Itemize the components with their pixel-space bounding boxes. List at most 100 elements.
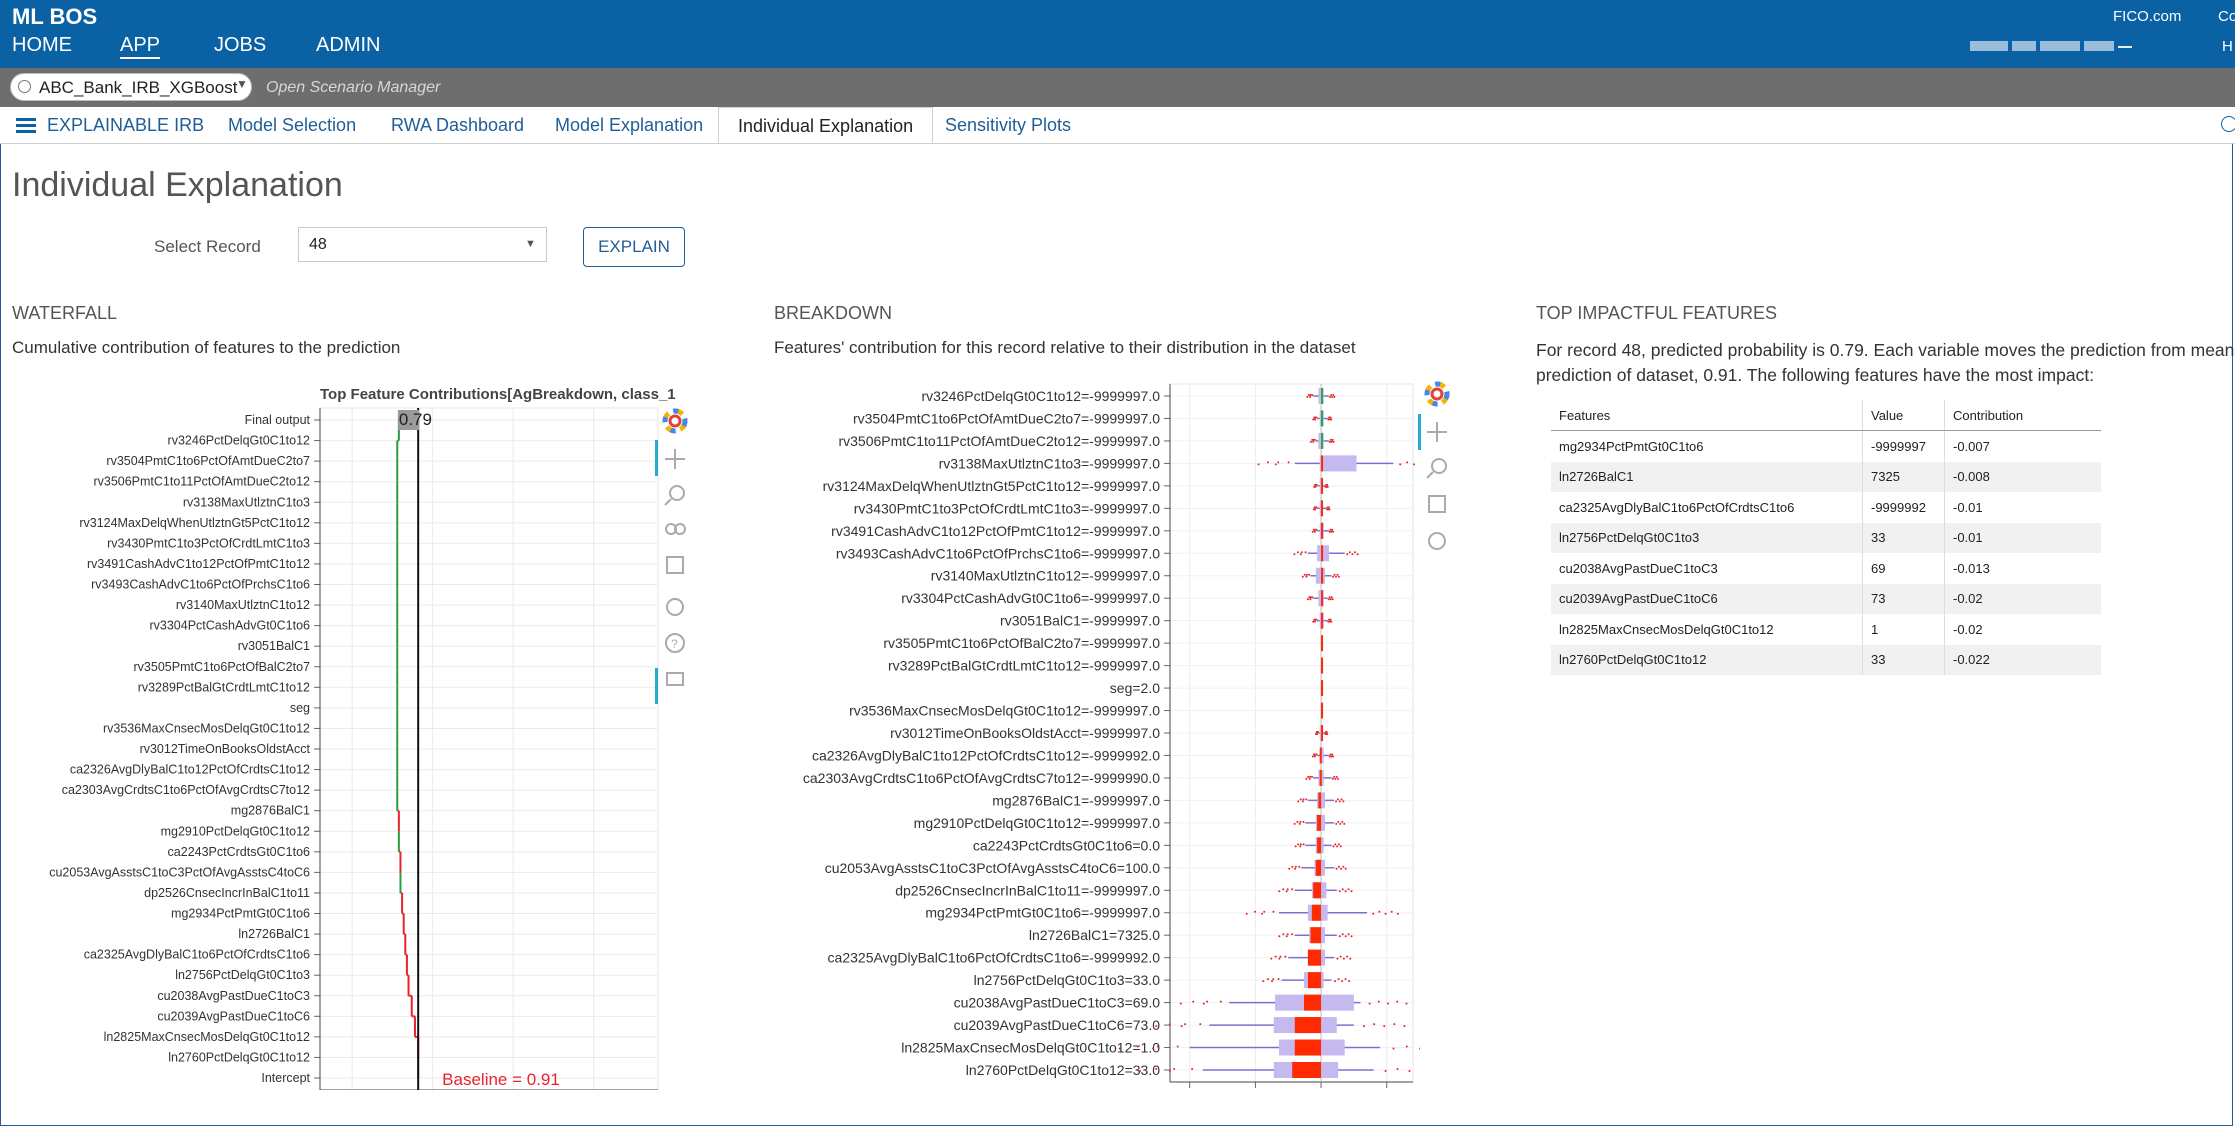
tab-model-explanation[interactable]: Model Explanation: [555, 115, 704, 135]
outlier-point: [1341, 933, 1344, 936]
outlier-point: [1298, 822, 1301, 825]
outlier-point: [1179, 1002, 1182, 1005]
outlier-point: [1314, 508, 1317, 511]
hamburger-menu-icon[interactable]: [16, 118, 36, 133]
help-icon[interactable]: ?: [665, 633, 685, 653]
record-contribution-bar: [1321, 725, 1324, 741]
cell-feature: mg2934PctPmtGt0C1to6: [1551, 430, 1863, 462]
user-menu[interactable]: [1970, 38, 2190, 54]
outlier-point: [1294, 845, 1297, 848]
outlier-point: [1329, 753, 1332, 756]
outlier-point: [1312, 418, 1315, 421]
nav-home[interactable]: HOME: [12, 34, 72, 56]
outlier-point: [1313, 483, 1316, 486]
outlier-point: [1261, 912, 1264, 915]
select-record-value: 48: [309, 236, 327, 253]
cell-contribution: -0.01: [1944, 492, 2101, 523]
y-tick-label: rv3140MaxUtlztnC1to12=-9999997.0: [931, 568, 1160, 584]
bokeh-logo-icon[interactable]: [662, 408, 688, 434]
cell-value: -9999992: [1862, 492, 1945, 523]
tab-sensitivity-plots[interactable]: Sensitivity Plots: [945, 115, 1072, 135]
outlier-point: [1304, 551, 1307, 554]
info-icon[interactable]: [2221, 116, 2235, 132]
outlier-point: [1377, 1000, 1380, 1003]
box-zoom-icon[interactable]: [1426, 458, 1447, 479]
y-tick-label: mg2876BalC1=-9999997.0: [992, 792, 1160, 808]
outlier-point: [1314, 620, 1317, 623]
outlier-point: [1309, 598, 1312, 601]
nav-jobs[interactable]: JOBS: [214, 34, 267, 56]
distribution-box: [1319, 455, 1357, 472]
tab-individual-explanation[interactable]: Individual Explanation: [718, 107, 934, 143]
save-icon[interactable]: [666, 556, 684, 574]
outlier-point: [1309, 394, 1312, 396]
hover-icon[interactable]: [666, 672, 684, 686]
y-tick-label: ln2756PctDelqGt0C1to3: [175, 968, 310, 982]
outlier-point: [1307, 394, 1310, 396]
fico-link[interactable]: FICO.com: [2113, 8, 2182, 25]
select-record-dropdown[interactable]: 48 ▼: [298, 227, 547, 262]
y-tick-label: cu2039AvgPastDueC1toC6: [157, 1009, 310, 1023]
y-tick-label: ca2326AvgDlyBalC1to12PctOfCrdtsC1to12: [70, 763, 310, 777]
y-tick-label: rv3051BalC1=-9999997.0: [1000, 613, 1160, 629]
outlier-point: [1313, 506, 1316, 509]
outlier-point: [1332, 755, 1335, 758]
help-link[interactable]: H: [2222, 38, 2233, 55]
outlier-point: [1312, 620, 1315, 623]
outlier-point: [1328, 440, 1331, 443]
open-scenario-manager-link[interactable]: Open Scenario Manager: [266, 79, 441, 96]
outlier-point: [1297, 800, 1300, 803]
outlier-point: [1328, 508, 1331, 511]
outlier-point: [1399, 463, 1402, 466]
y-tick-label: rv3506PmtC1to11PctOfAmtDueC2to12: [93, 475, 310, 489]
outlier-point: [1288, 867, 1291, 870]
explain-button[interactable]: EXPLAIN: [583, 227, 685, 267]
outlier-point: [1341, 820, 1344, 823]
save-icon[interactable]: [1428, 495, 1446, 513]
distribution-box: [1318, 388, 1324, 404]
reset-icon[interactable]: [1428, 532, 1446, 550]
outlier-point: [1331, 598, 1334, 601]
distribution-box: [1318, 590, 1324, 607]
bokeh-logo-icon[interactable]: [1424, 381, 1450, 407]
outlier-point: [1329, 618, 1332, 621]
outlier-point: [1332, 530, 1335, 533]
wheel-zoom-icon[interactable]: [665, 523, 686, 535]
outlier-point: [1329, 598, 1332, 601]
pan-icon[interactable]: [665, 449, 685, 469]
breakdown-toolbar: [1418, 381, 1450, 550]
outlier-point: [1312, 753, 1315, 756]
co-link[interactable]: Co: [2218, 8, 2235, 25]
outlier-point: [1405, 1002, 1408, 1005]
nav-admin[interactable]: ADMIN: [316, 34, 381, 56]
cell-contribution: -0.022: [1944, 644, 2101, 675]
tab-rwa-dashboard[interactable]: RWA Dashboard: [391, 115, 525, 135]
scenario-selector[interactable]: ABC_Bank_IRB_XGBoost ▼: [10, 73, 252, 101]
tab-explainable-irb[interactable]: EXPLAINABLE IRB: [47, 115, 205, 135]
outlier-point: [1329, 416, 1332, 419]
record-contribution-bar: [1321, 702, 1324, 719]
cell-value: 73: [1862, 583, 1945, 614]
pan-icon[interactable]: [1427, 422, 1447, 442]
tab-model-selection[interactable]: Model Selection: [228, 115, 357, 135]
outlier-point: [1363, 1025, 1366, 1028]
cell-feature: ln2825MaxCnsecMosDelqGt0C1to12: [1551, 614, 1863, 645]
outlier-point: [1136, 1045, 1139, 1048]
outlier-point: [1315, 733, 1318, 735]
outlier-point: [1393, 1023, 1396, 1026]
box-zoom-icon[interactable]: [664, 485, 685, 506]
outlier-point: [1293, 553, 1296, 556]
outlier-point: [1330, 530, 1333, 533]
y-tick-label: rv3491CashAdvC1to12PctOfPmtC1to12: [87, 557, 310, 571]
outlier-point: [1335, 867, 1338, 870]
nav-app[interactable]: APP: [120, 34, 161, 56]
table-row: ln2760PctDelqGt0C1to12 33 -0.022: [1551, 644, 2101, 675]
outlier-point: [1313, 416, 1316, 419]
y-tick-label: ln2825MaxCnsecMosDelqGt0C1to12: [104, 1030, 310, 1044]
outlier-point: [1298, 865, 1301, 868]
outlier-point: [1311, 755, 1314, 758]
record-contribution-bar: [1294, 1017, 1322, 1034]
outlier-point: [1332, 845, 1335, 848]
cell-contribution: -0.008: [1944, 461, 2101, 492]
reset-icon[interactable]: [666, 598, 684, 616]
